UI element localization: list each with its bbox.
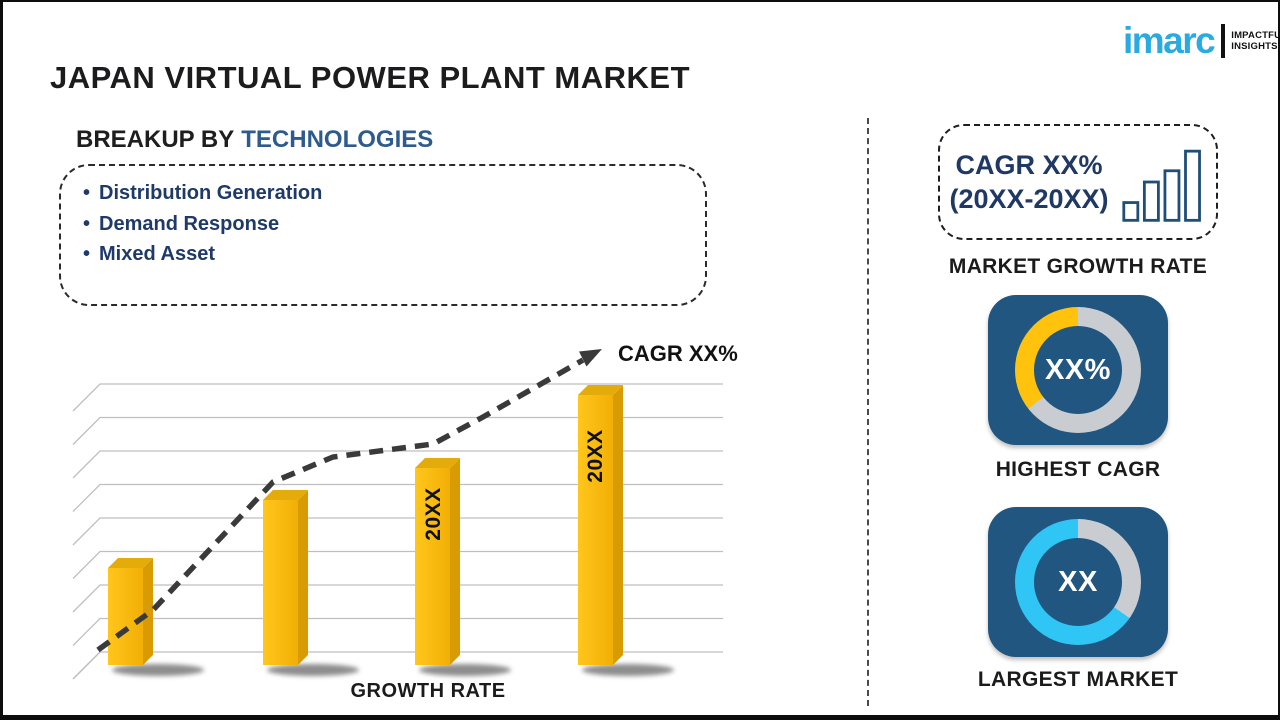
gridline [72,617,723,646]
bar-year-label: 20XX [422,487,445,541]
imarc-logo-wordmark: imarc [1123,20,1216,61]
list-item: Demand Response [83,209,705,240]
vertical-divider [867,118,869,706]
bar-side-face [143,558,153,665]
bullet-icon [83,213,99,235]
gridline [72,517,723,546]
section-heading-prefix: BREAKUP BY [76,126,235,153]
bar-top-face [578,385,623,395]
logo-tagline: IMPACTFUL INSIGHTS [1231,29,1278,52]
bar-top-face [108,558,153,568]
bullet-icon [83,182,99,204]
highest-cagr-card: XX% [988,295,1168,445]
highest-cagr-donut-chart: XX% [1015,307,1141,433]
donut-hole: XX% [1034,326,1122,414]
largest-market-donut-chart: XX [1015,519,1141,645]
cagr-growth-box: CAGR XX% (20XX-20XX) [938,124,1218,240]
largest-market-caption: LARGEST MARKET [977,668,1179,691]
gridline [72,416,723,445]
bar-top-face [263,490,308,500]
bar-shadow [419,664,511,676]
section-heading-highlight: TECHNOLOGIES [241,126,434,153]
trend-arrow [96,349,602,653]
gridline [72,584,723,613]
cagr-trend-label: CAGR XX% [618,341,738,366]
page-title: JAPAN VIRTUAL POWER PLANT MARKET [50,60,691,95]
bar-chart-icon [1121,149,1201,222]
bar-top-face [415,458,460,468]
bar-front-face [578,395,613,665]
chart-bars [108,385,674,676]
bar-shadow [267,664,359,676]
bar-front-face [263,500,298,665]
gridline [72,651,101,680]
gridline [72,383,723,412]
bar-front-face [108,568,143,665]
cagr-period-line: (20XX-20XX) [949,184,1109,214]
bar-year-label: 20XX [584,429,607,483]
bar-side-face [613,385,623,665]
list-item-label: Mixed Asset [99,243,215,265]
list-item: Mixed Asset [83,239,705,270]
highest-cagr-caption: HIGHEST CAGR [995,458,1161,481]
list-item-label: Distribution Generation [99,182,323,204]
chart-gridlines [72,383,723,680]
largest-market-value: XX [1058,565,1098,598]
gridline [72,550,723,579]
section-heading: BREAKUP BY TECHNOLOGIES [76,126,433,154]
bullet-icon [83,243,99,265]
bar-shadow [582,664,674,676]
list-item: Distribution Generation [83,178,705,209]
bar-shadow [112,664,204,676]
largest-market-card: XX [988,507,1168,657]
bar-side-face [298,490,308,665]
highest-cagr-value: XX% [1045,353,1111,386]
x-axis-label: GROWTH RATE [350,680,506,702]
logo-tagline-line1: IMPACTFUL [1231,29,1278,41]
technologies-list-box: Distribution Generation Demand Response … [59,164,707,306]
list-item-label: Demand Response [99,212,280,235]
market-growth-rate-caption: MARKET GROWTH RATE [948,255,1208,278]
bar-side-face [450,458,460,665]
growth-rate-chart [63,337,743,707]
chart-canvas [72,349,723,680]
gridline [72,483,723,512]
imarc-logo: imarc IMPACTFUL INSIGHTS [1123,20,1278,61]
gridline [72,450,723,479]
cagr-value-line: CAGR XX% [955,150,1103,180]
donut-hole: XX [1034,538,1122,626]
logo-divider-bar [1221,23,1226,58]
cagr-growth-text: CAGR XX% (20XX-20XX) [949,148,1108,216]
bar-front-face [415,468,450,665]
logo-tagline-line2: INSIGHTS [1231,40,1278,52]
